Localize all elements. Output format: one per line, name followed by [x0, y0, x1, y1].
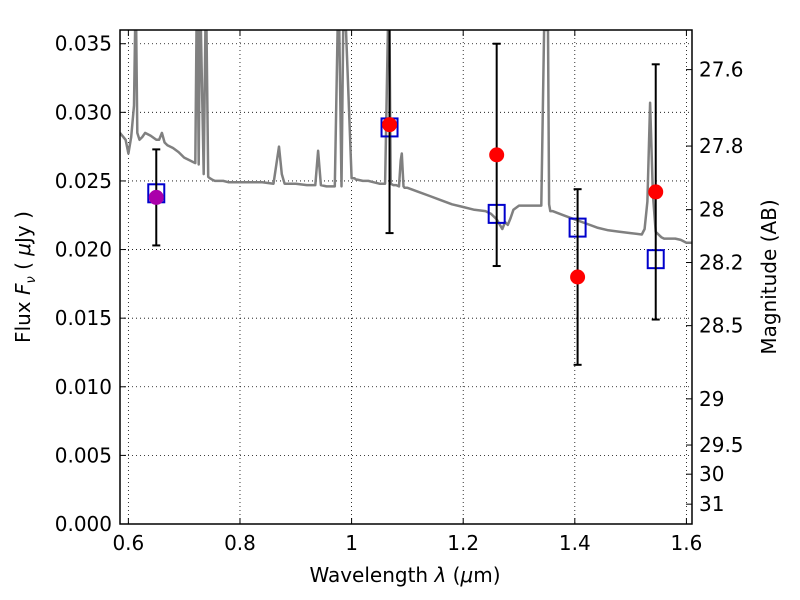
- y2-tick-label: 28: [699, 198, 724, 222]
- x-tick-label: 1.2: [447, 531, 479, 555]
- y-tick-label: 0.035: [55, 32, 112, 56]
- y2-tick-label: 27.6: [699, 58, 744, 82]
- observed-flux-point: [382, 117, 398, 133]
- x-axis-label: Wavelength λ (μm): [309, 563, 500, 587]
- y-tick-label: 0.020: [55, 238, 112, 262]
- y2-tick-label: 30: [699, 462, 724, 486]
- x-tick-label: 0.8: [224, 531, 256, 555]
- y-tick-label: 0.025: [55, 169, 112, 193]
- y-tick-label: 0.000: [55, 512, 112, 536]
- y2-axis-label: Magnitude (AB): [757, 199, 781, 354]
- axis-ticks: 0.6 0.8 1 1.2 1.4 1.6 0.000 0.005 0.010 0.015 0.02…: [55, 30, 744, 555]
- y2-tick-label: 28.5: [699, 314, 744, 338]
- observed-flux-point: [148, 189, 164, 205]
- y2-tick-label: 27.8: [699, 134, 744, 158]
- plot-frame: [119, 29, 693, 525]
- grid: [120, 30, 692, 525]
- y2-tick-label: 28.2: [699, 251, 744, 275]
- y2-tick-label: 31: [699, 492, 724, 516]
- observed-flux-point: [489, 147, 505, 163]
- y-tick-label: 0.030: [55, 100, 112, 124]
- observed-flux-point: [570, 269, 586, 285]
- y-axis-label: Flux Fν ( μJy ): [11, 211, 39, 343]
- x-tick-label: 1: [345, 531, 358, 555]
- x-tick-label: 0.6: [112, 531, 144, 555]
- x-tick-label: 1.6: [671, 531, 703, 555]
- plot-area: [120, 30, 692, 366]
- y-tick-label: 0.015: [55, 306, 112, 330]
- y-tick-label: 0.005: [55, 443, 112, 467]
- y2-tick-label: 29.5: [699, 433, 744, 457]
- model-spectrum-line: [120, 30, 692, 244]
- x-tick-label: 1.4: [559, 531, 591, 555]
- y-tick-label: 0.010: [55, 375, 112, 399]
- y2-tick-label: 29: [699, 387, 724, 411]
- observed-flux-point: [648, 184, 664, 200]
